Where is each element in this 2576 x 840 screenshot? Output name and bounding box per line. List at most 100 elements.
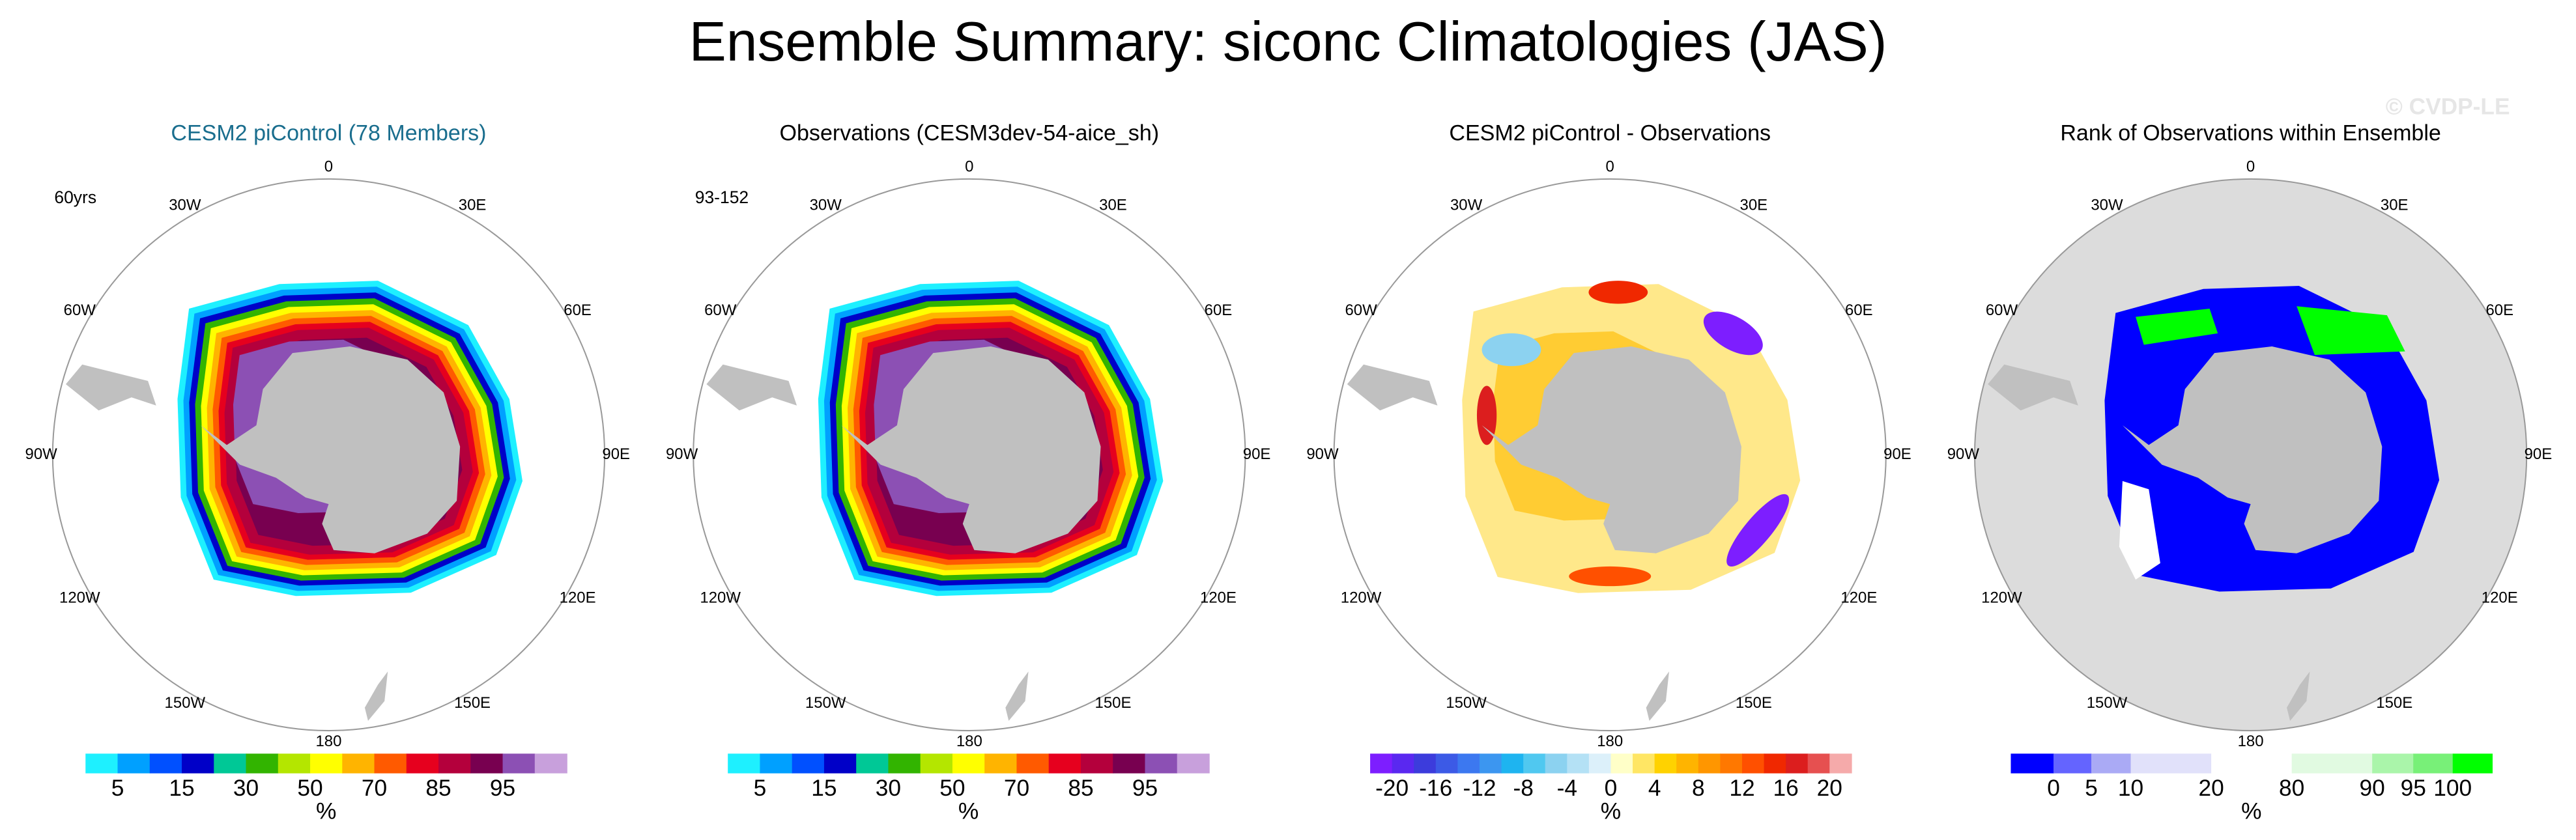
colorbar-label: 16 bbox=[1773, 776, 1798, 801]
colorbar-label: 15 bbox=[169, 776, 194, 801]
colorbar-label: 70 bbox=[362, 776, 387, 801]
colorbar-box bbox=[823, 753, 857, 774]
colorbar-box bbox=[342, 753, 375, 774]
longitude-label: 60E bbox=[1205, 301, 1233, 319]
colorbar-box bbox=[888, 753, 921, 774]
colorbar-box bbox=[1807, 753, 1831, 774]
diff-spot bbox=[1726, 494, 1790, 567]
longitude-label: 90E bbox=[1883, 445, 1911, 463]
colorbar-label: 5 bbox=[111, 776, 124, 801]
map-panel: CESM2 piControl (78 Members) 60yrs 0 30E 60E… bbox=[25, 121, 630, 824]
colorbar-box bbox=[1435, 753, 1459, 774]
longitude-label: 180 bbox=[2238, 733, 2264, 750]
diff-spot bbox=[1476, 385, 1497, 445]
panel-title: Observations (CESM3dev-54-aice_sh) bbox=[780, 121, 1160, 146]
colorbar-box bbox=[1016, 753, 1050, 774]
rank-field bbox=[2136, 309, 2218, 345]
longitude-label: 120W bbox=[1341, 589, 1382, 606]
colorbar-box bbox=[1145, 753, 1178, 774]
colorbar-box bbox=[149, 753, 182, 774]
longitude-label: 180 bbox=[1597, 733, 1623, 750]
longitude-label: 30W bbox=[2091, 197, 2123, 214]
colorbar-box bbox=[1676, 753, 1699, 774]
longitude-label: 60W bbox=[704, 301, 737, 319]
colorbar-box bbox=[2291, 753, 2373, 774]
colorbar-box bbox=[1501, 753, 1524, 774]
colorbar-box bbox=[2452, 753, 2493, 774]
longitude-label: 30E bbox=[1099, 197, 1127, 214]
panel-title: CESM2 piControl - Observations bbox=[1449, 121, 1771, 146]
colorbar-box bbox=[246, 753, 279, 774]
colorbar-label: 70 bbox=[1004, 776, 1029, 801]
longitude-label: 120W bbox=[1981, 589, 2022, 606]
colorbar-label: 90 bbox=[2360, 776, 2385, 801]
colorbar-box bbox=[1720, 753, 1743, 774]
antarctica bbox=[2122, 346, 2383, 553]
map-panel: Observations (CESM3dev-54-aice_sh) 93-152… bbox=[666, 121, 1270, 824]
colorbar-label: -8 bbox=[1513, 776, 1533, 801]
colorbar-label: 20 bbox=[1817, 776, 1842, 801]
colorbar-box bbox=[1698, 753, 1721, 774]
diff-spot bbox=[1703, 311, 1763, 356]
longitude-label: 150E bbox=[2376, 694, 2412, 712]
colorbar-unit: % bbox=[2241, 798, 2261, 824]
colorbar-box bbox=[1764, 753, 1786, 774]
rank-field bbox=[2119, 481, 2160, 580]
colorbar-box bbox=[85, 753, 119, 774]
colorbar-box bbox=[2091, 753, 2132, 774]
colorbar-box bbox=[1654, 753, 1677, 774]
longitude-label: 150W bbox=[1446, 694, 1487, 712]
colorbar-box bbox=[214, 753, 247, 774]
longitude-label: 150E bbox=[1095, 694, 1132, 712]
colorbar-box bbox=[984, 753, 1018, 774]
colorbar-box bbox=[1545, 753, 1568, 774]
south-america bbox=[1988, 364, 2078, 411]
colorbar-unit: % bbox=[1601, 798, 1621, 824]
diff-spot bbox=[1481, 333, 1541, 367]
colorbar-box bbox=[2372, 753, 2414, 774]
period-label: 60yrs bbox=[54, 188, 96, 207]
colorbar-box bbox=[792, 753, 825, 774]
colorbar-box bbox=[760, 753, 793, 774]
colorbar-label: 10 bbox=[2118, 776, 2143, 801]
colorbar-label: 20 bbox=[2198, 776, 2224, 801]
longitude-label: 150E bbox=[1736, 694, 1772, 712]
colorbar-label: -16 bbox=[1419, 776, 1452, 801]
longitude-label: 90W bbox=[1306, 445, 1339, 463]
colorbar-box bbox=[1048, 753, 1081, 774]
colorbar-box bbox=[1567, 753, 1590, 774]
colorbar-box bbox=[2011, 753, 2054, 774]
colorbar-box bbox=[1457, 753, 1480, 774]
longitude-label: 120E bbox=[2482, 589, 2518, 606]
longitude-label: 180 bbox=[956, 733, 982, 750]
colorbar-label: -12 bbox=[1463, 776, 1496, 801]
longitude-label: 90W bbox=[25, 445, 58, 463]
longitude-label: 30W bbox=[810, 197, 842, 214]
map-panel: Rank of Observations within Ensemble 0 30E… bbox=[1947, 121, 2552, 824]
colorbar-box bbox=[1414, 753, 1437, 774]
longitude-label: 150E bbox=[454, 694, 491, 712]
longitude-label: 120E bbox=[1200, 589, 1237, 606]
longitude-label: 90W bbox=[666, 445, 698, 463]
colorbar-box bbox=[1633, 753, 1655, 774]
longitude-label: 120W bbox=[59, 589, 100, 606]
figure-title: Ensemble Summary: siconc Climatologies (… bbox=[689, 10, 1887, 73]
colorbar-label: 0 bbox=[1605, 776, 1618, 801]
colorbar-unit: % bbox=[958, 798, 979, 824]
longitude-label: 0 bbox=[324, 158, 333, 176]
longitude-label: 30E bbox=[2381, 197, 2409, 214]
longitude-label: 60E bbox=[1845, 301, 1873, 319]
antarctica bbox=[200, 346, 461, 553]
colorbar-box bbox=[1113, 753, 1146, 774]
colorbar-box bbox=[1610, 753, 1633, 774]
colorbar-unit: % bbox=[316, 798, 336, 824]
colorbar-label: -20 bbox=[1375, 776, 1409, 801]
longitude-label: 180 bbox=[315, 733, 341, 750]
colorbar-box bbox=[856, 753, 889, 774]
longitude-label: 120E bbox=[1840, 589, 1877, 606]
longitude-label: 0 bbox=[2246, 158, 2255, 176]
colorbar-box bbox=[534, 753, 567, 774]
diff-spot bbox=[1588, 281, 1648, 304]
